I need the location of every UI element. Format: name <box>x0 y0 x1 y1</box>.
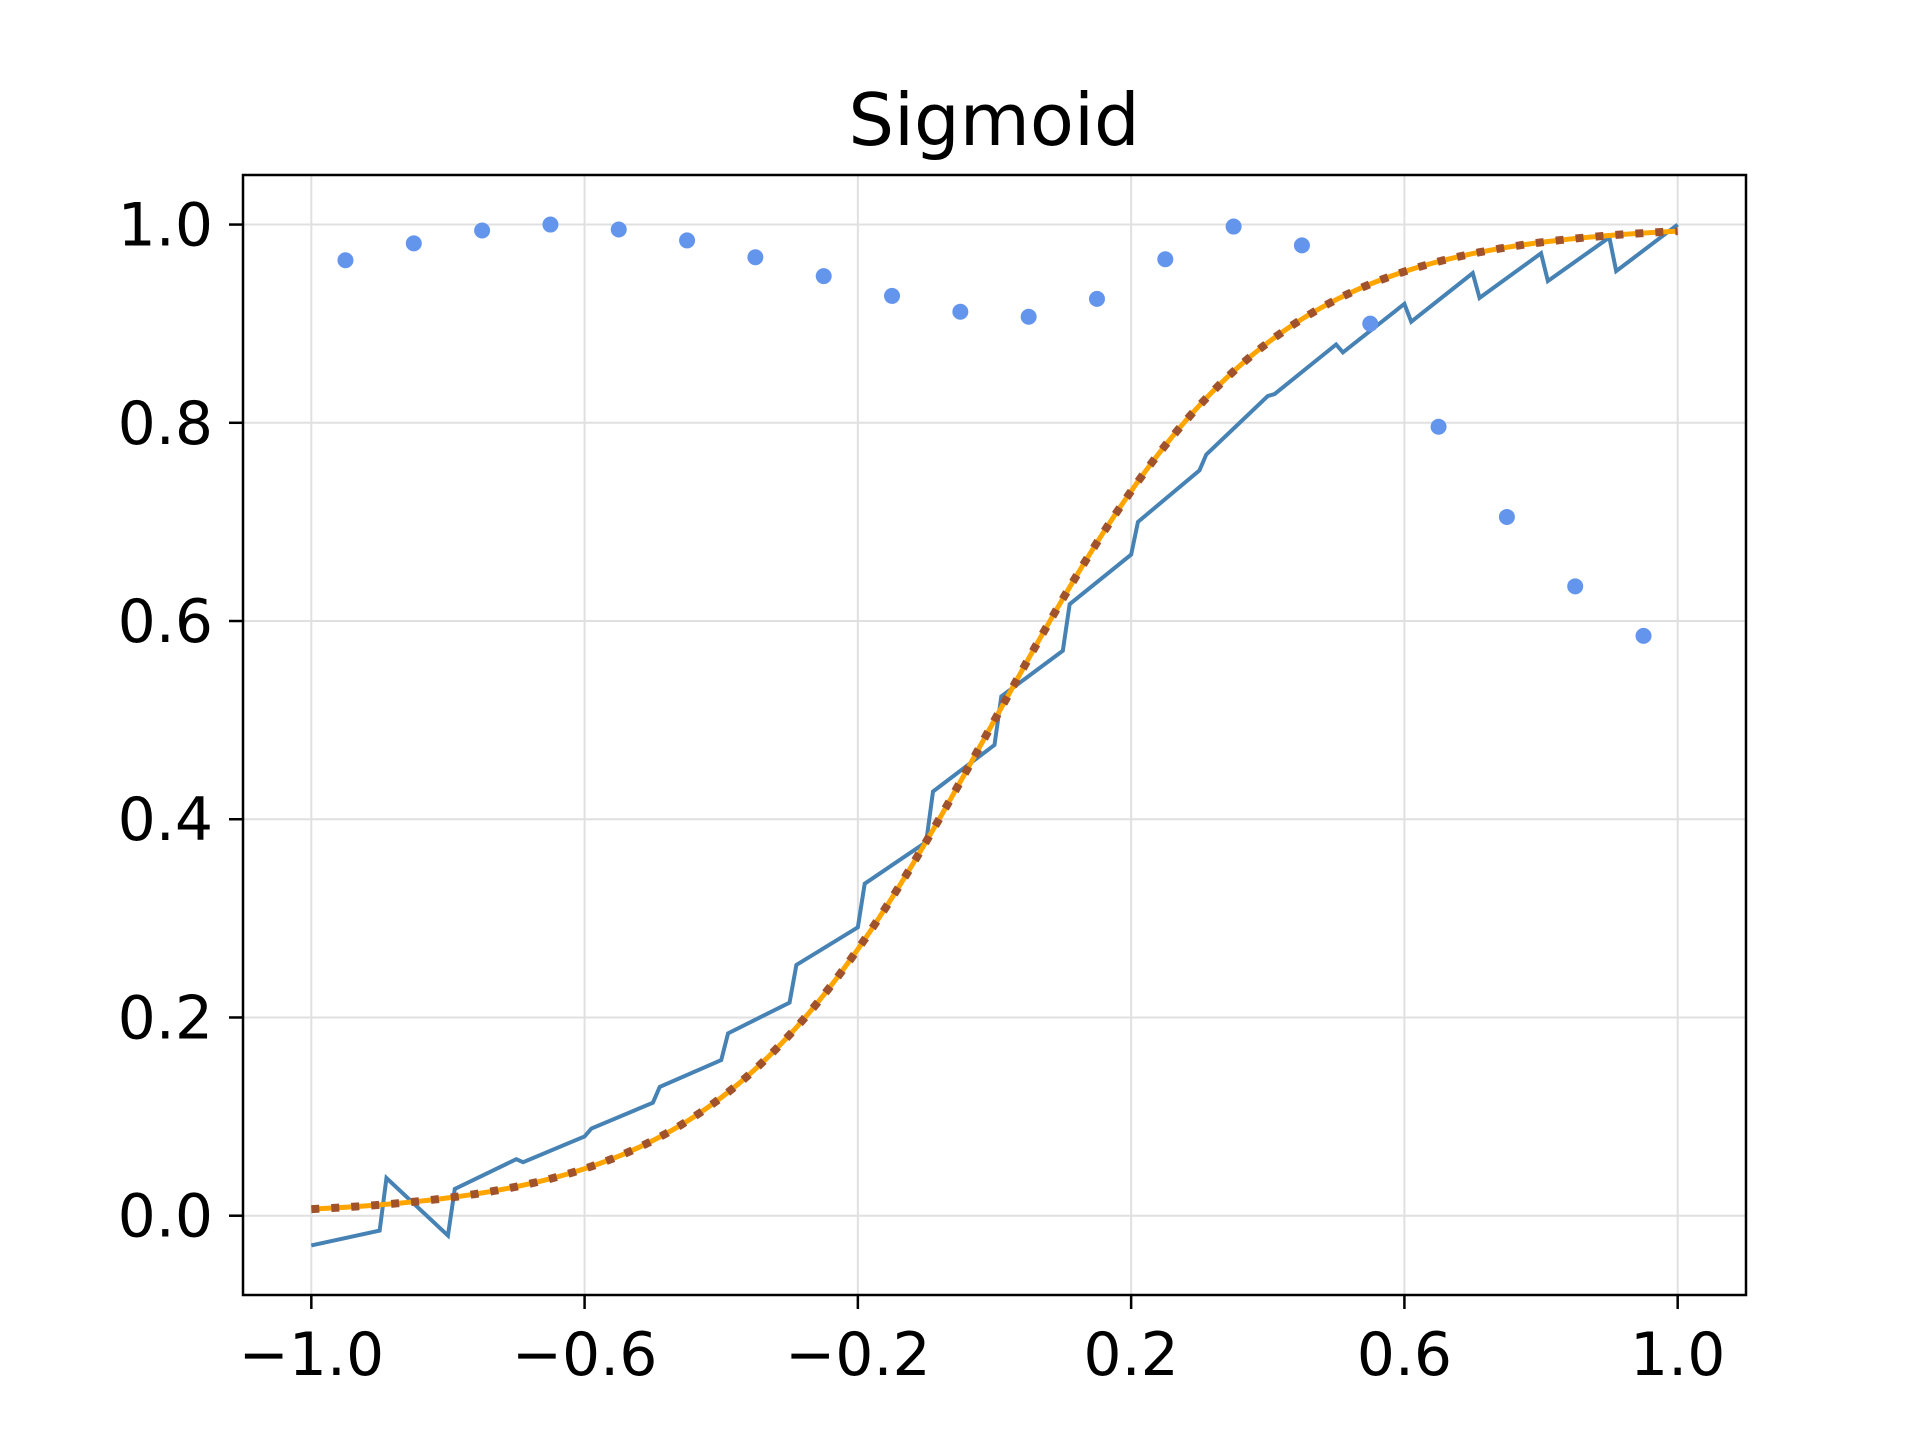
scatter-point <box>679 232 696 249</box>
scatter-point <box>1498 508 1515 525</box>
scatter-point <box>1020 308 1037 325</box>
dotted-series-line <box>311 227 1678 1214</box>
scatter-point <box>405 235 422 252</box>
y-tick-label: 0.8 <box>118 389 213 459</box>
scatter-point <box>1567 578 1584 595</box>
axis-ticks: −1.0 −0.6 −0.2 0.2 0.6 1.0 0.0 0.2 0.4 0.6 0.8 1.0 <box>118 191 1726 1390</box>
x-tick-label: 0.6 <box>1357 1320 1452 1390</box>
y-tick-label: 0.4 <box>118 785 213 855</box>
scatter-point <box>610 221 627 238</box>
x-tick-label: 1.0 <box>1630 1320 1725 1390</box>
scatter-point <box>474 222 491 239</box>
chart-title: Sigmoid <box>848 78 1139 162</box>
scatter-point <box>542 216 559 233</box>
scatter-point <box>952 303 969 320</box>
scatter-point <box>1430 418 1447 435</box>
x-tick-label: 0.2 <box>1083 1320 1178 1390</box>
y-tick-label: 1.0 <box>118 191 213 261</box>
scatter-point <box>1362 315 1379 332</box>
scatter-point <box>1088 290 1105 307</box>
x-tick-label: −0.6 <box>512 1320 658 1390</box>
y-tick-label: 0.2 <box>118 983 213 1053</box>
scatter-point <box>337 252 354 269</box>
axes-frame <box>241 173 1748 1297</box>
scatter-point <box>815 268 832 285</box>
scatter-point <box>884 287 901 304</box>
scatter-point <box>747 249 764 266</box>
scatter-series <box>337 216 1652 644</box>
scatter-point <box>1293 237 1310 254</box>
scatter-point <box>1635 627 1652 644</box>
grid-lines <box>243 175 1746 1295</box>
x-tick-label: −1.0 <box>238 1320 384 1390</box>
x-tick-label: −0.2 <box>785 1320 931 1390</box>
plot-series <box>310 216 1679 1248</box>
scatter-point <box>1225 218 1242 235</box>
scatter-point <box>1157 251 1174 268</box>
y-tick-label: 0.6 <box>118 587 213 657</box>
y-tick-label: 0.0 <box>118 1182 213 1252</box>
